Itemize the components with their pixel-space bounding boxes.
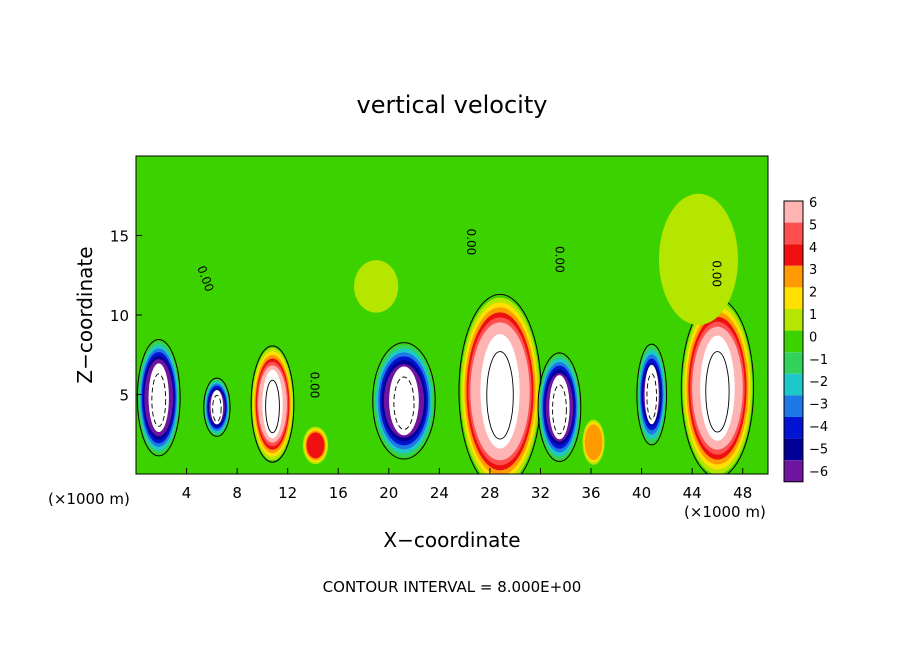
velocity-cell: [354, 260, 399, 313]
colorbar-label: −1: [809, 353, 828, 368]
zero-contour: [250, 345, 295, 463]
colorbar-swatch: [784, 417, 803, 439]
contour-line: [646, 373, 657, 420]
velocity-cell: [250, 345, 295, 463]
colorbar-frame: [783, 200, 804, 483]
colorbar-label: −6: [809, 465, 828, 480]
colorbar-label: 5: [809, 218, 817, 233]
colorbar-swatch: [784, 460, 803, 482]
velocity-cell: [136, 338, 181, 457]
contour-interval-label: CONTOUR INTERVAL = 8.000E+00: [323, 578, 582, 596]
velocity-core: [549, 375, 570, 440]
contour-label: 0.00: [464, 229, 478, 256]
x-tick-label: 20: [379, 484, 398, 502]
colorbar-swatch: [784, 395, 803, 417]
colorbar-label: 3: [809, 263, 817, 278]
colorbar: 6 5 4 3 2 1 0 −1 −2 −3 −4 −5 −6: [783, 196, 828, 483]
x-tick-label: 16: [329, 484, 348, 502]
velocity-band: [658, 193, 738, 326]
velocity-cell: [302, 426, 329, 465]
colorbar-swatch: [784, 438, 803, 461]
colorbar-label: 4: [809, 241, 817, 256]
colorbar-label: −5: [809, 442, 828, 457]
y-tick-label: 5: [119, 387, 129, 405]
y-tick-label: 15: [110, 228, 129, 246]
x-axis-ticks: 4 8 12 16 20 24 28 32 36 40 44 48: [182, 468, 752, 502]
velocity-cell: [636, 343, 668, 446]
contour-line: [486, 351, 514, 440]
velocity-band: [584, 424, 603, 461]
contour-line: [265, 379, 280, 434]
x-tick-label: 28: [480, 484, 499, 502]
zero-contour: [372, 342, 436, 460]
zero-contour: [136, 338, 181, 457]
x-axis-label: X−coordinate: [383, 528, 520, 552]
velocity-cell: [537, 352, 582, 463]
x-axis-unit-right: (×1000 m): [684, 503, 766, 521]
colorbar-swatch: [784, 244, 803, 266]
x-tick-label: 32: [531, 484, 550, 502]
contour-label: 0.00: [307, 372, 321, 399]
colorbar-swatch: [784, 287, 803, 309]
colorbar-label: 0: [809, 330, 817, 345]
contour-line: [552, 384, 567, 435]
chart-title: vertical velocity: [357, 91, 548, 119]
velocity-core: [389, 366, 419, 436]
contour-line: [393, 376, 415, 430]
plot-area: 0.000.000.000.000.00: [136, 156, 768, 474]
y-axis-ticks: 5 10 15: [110, 228, 142, 405]
x-tick-label: 12: [278, 484, 297, 502]
x-tick-label: 36: [581, 484, 600, 502]
y-tick-label: 10: [110, 307, 129, 325]
velocity-cell: [458, 293, 542, 474]
velocity-core: [148, 363, 169, 433]
colorbar-label: 2: [809, 286, 817, 301]
x-tick-label: 8: [232, 484, 242, 502]
velocity-cell: [658, 193, 738, 326]
colorbar-swatch: [784, 201, 803, 223]
colorbar-label: −2: [809, 375, 828, 390]
velocity-band: [306, 432, 325, 459]
colorbar-label: −3: [809, 398, 828, 413]
colorbar-swatch: [784, 265, 803, 288]
x-tick-label: 44: [683, 484, 702, 502]
colorbar-label: −4: [809, 420, 828, 435]
contour-label: 0.00: [553, 246, 567, 273]
velocity-core: [700, 335, 735, 441]
velocity-core: [262, 369, 283, 439]
x-tick-label: 40: [632, 484, 651, 502]
velocity-core: [480, 334, 520, 449]
contour-line: [705, 351, 730, 433]
x-tick-label: 4: [182, 484, 192, 502]
colorbar-label: 6: [809, 196, 817, 211]
contour-label: 0.00: [709, 260, 723, 287]
velocity-field: 0.000.000.000.000.00: [136, 193, 755, 474]
zero-contour: [537, 352, 582, 463]
zero-contour: [636, 343, 668, 446]
zero-contour: [203, 377, 231, 437]
velocity-cell: [203, 377, 231, 437]
contour-line: [212, 394, 222, 422]
x-axis-unit-left: (×1000 m): [48, 490, 130, 508]
plot-background: [136, 156, 768, 474]
y-axis-label: Z−coordinate: [73, 246, 97, 383]
colorbar-swatch: [784, 330, 803, 353]
velocity-cell: [372, 342, 436, 460]
colorbar-swatch: [784, 222, 803, 245]
x-tick-label: 48: [733, 484, 752, 502]
x-tick-label: 24: [430, 484, 449, 502]
colorbar-swatch: [784, 309, 803, 331]
velocity-band: [354, 260, 399, 313]
colorbar-swatch: [784, 352, 803, 374]
velocity-cell: [680, 298, 755, 474]
colorbar-swatch: [784, 373, 803, 396]
velocity-cell: [582, 419, 605, 465]
contour-line: [151, 373, 167, 427]
colorbar-label: 1: [809, 308, 817, 323]
